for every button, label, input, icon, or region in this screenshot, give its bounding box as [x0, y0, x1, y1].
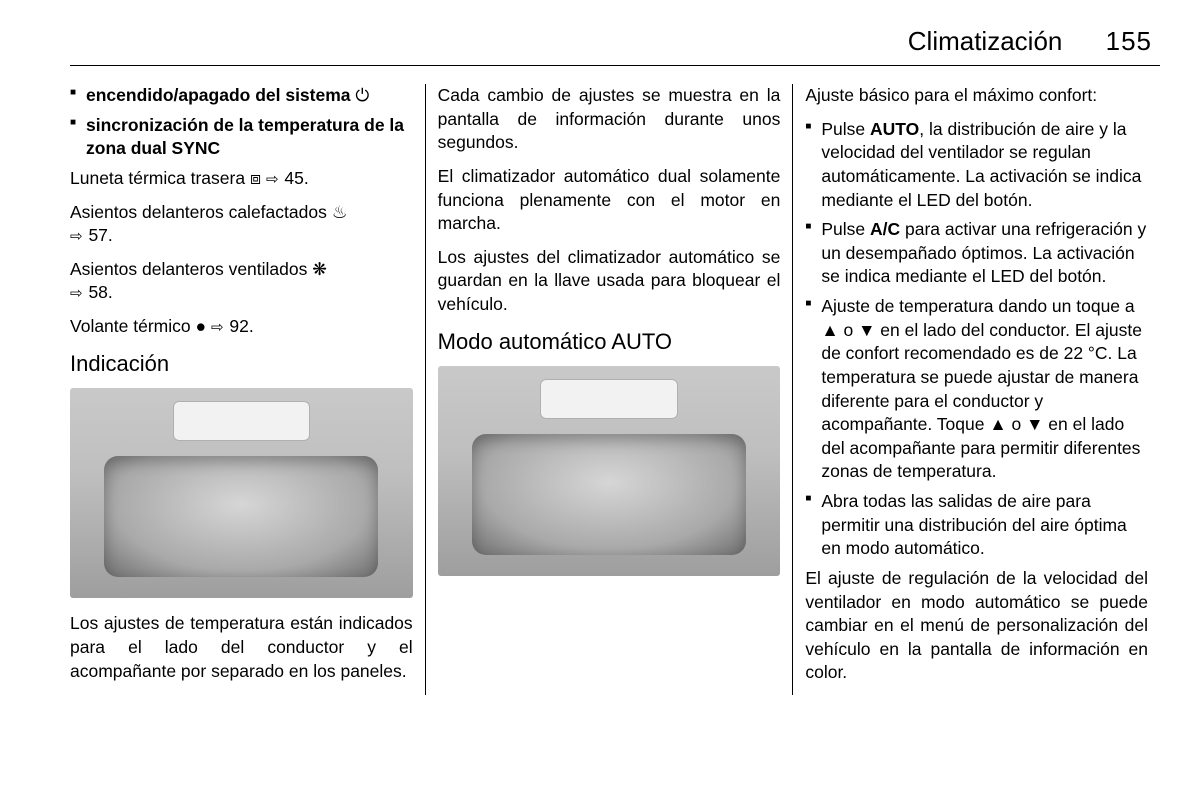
- ref-text: Volante térmico: [70, 316, 195, 336]
- arrow-icon: [266, 168, 280, 188]
- list-item: Pulse A/C para activar una refrigeración…: [805, 218, 1148, 289]
- settings-bullets: Pulse AUTO, la distribución de aire y la…: [805, 118, 1148, 561]
- panel-button-right: [265, 544, 296, 569]
- temp-down-segment: [124, 544, 146, 556]
- bullet-text: Abra todas las salidas de aire para perm…: [821, 491, 1126, 558]
- list-item: Ajuste de temperatura dando un toque a ▲…: [805, 295, 1148, 484]
- column-3: Ajuste básico para el máximo confort: Pu…: [792, 84, 1160, 695]
- section-heading-indicacion: Indicación: [70, 349, 413, 379]
- caption-text: Los ajustes de temperatura están indicad…: [70, 612, 413, 683]
- passenger-temp-rocker: [698, 492, 732, 538]
- section-heading-auto: Modo automático AUTO: [438, 327, 781, 357]
- cross-ref: Asientos delanteros ventilados ❋ 58.: [70, 258, 413, 305]
- temp-down-segment: [704, 522, 726, 534]
- page-ref: 45.: [266, 168, 309, 188]
- rear-defrost-icon: ⧈: [250, 168, 261, 188]
- panel-button-right: [633, 522, 664, 547]
- ventilated-seat-icon: ❋: [312, 259, 327, 279]
- bullet-text: Pulse AUTO, la distribución de aire y la…: [821, 119, 1141, 210]
- list-item: Pulse AUTO, la distribución de aire y la…: [805, 118, 1148, 213]
- climate-panel-figure-1: [70, 388, 413, 598]
- list-item: sincronización de la temperatura de la z…: [70, 114, 413, 161]
- list-item: Abra todas las salidas de aire para perm…: [805, 490, 1148, 561]
- body-text: Cada cambio de ajustes se muestra en la …: [438, 84, 781, 155]
- body-text: El climatizador automático dual solament…: [438, 165, 781, 236]
- climate-panel-figure-2: [438, 366, 781, 576]
- panel-button-left: [187, 544, 218, 569]
- power-icon: ⏻: [355, 85, 369, 105]
- column-1: encendido/apagado del sistema ⏻ sincroni…: [70, 84, 425, 695]
- passenger-temp-rocker: [330, 514, 364, 560]
- temp-up-segment: [337, 519, 359, 531]
- bullet-text: encendido/apagado del sistema: [86, 85, 351, 105]
- ref-page: 45.: [280, 168, 309, 188]
- temp-down-segment: [492, 522, 514, 534]
- column-2: Cada cambio de ajustes se muestra en la …: [425, 84, 793, 695]
- body-text: El ajuste de regulación de la velocidad …: [805, 567, 1148, 685]
- ref-page: 92.: [225, 316, 254, 336]
- heated-seat-icon: ♨: [332, 202, 348, 222]
- body-text: Los ajustes del climatizador automático …: [438, 246, 781, 317]
- temp-up-segment: [492, 497, 514, 509]
- body-text: Ajuste básico para el máximo confort:: [805, 84, 1148, 108]
- ref-text: Asientos delanteros calefactados: [70, 202, 332, 222]
- ref-text: Luneta térmica trasera: [70, 168, 250, 188]
- content-columns: encendido/apagado del sistema ⏻ sincroni…: [70, 84, 1160, 695]
- temp-up-segment: [704, 497, 726, 509]
- heated-wheel-icon: ●: [195, 316, 206, 336]
- temp-up-segment: [124, 519, 146, 531]
- cross-ref: Asientos delanteros calefactados ♨ 57.: [70, 201, 413, 248]
- driver-temp-rocker: [118, 514, 152, 560]
- feature-bullets: encendido/apagado del sistema ⏻ sincroni…: [70, 84, 413, 161]
- page-ref: 57.: [70, 225, 113, 245]
- ref-page: 57.: [84, 225, 113, 245]
- arrow-icon: [70, 282, 84, 302]
- arrow-icon: [70, 225, 84, 245]
- cross-ref: Luneta térmica trasera ⧈ 45.: [70, 167, 413, 191]
- panel-button-left: [554, 522, 585, 547]
- ref-text: Asientos delanteros ventilados: [70, 259, 312, 279]
- page-number: 155: [1106, 26, 1152, 56]
- ref-page: 58.: [84, 282, 113, 302]
- bullet-text: Ajuste de temperatura dando un toque a ▲…: [821, 296, 1142, 481]
- temp-down-segment: [337, 544, 359, 556]
- list-item: encendido/apagado del sistema ⏻: [70, 84, 413, 108]
- cross-ref: Volante térmico ● 92.: [70, 315, 413, 339]
- page-ref: 58.: [70, 282, 113, 302]
- arrow-icon: [211, 316, 225, 336]
- page-root: Climatización 155 encendido/apagado del …: [0, 0, 1200, 802]
- bullet-text: Pulse A/C para activar una refrigeración…: [821, 219, 1146, 286]
- page-header: Climatización 155: [70, 24, 1160, 66]
- bullet-text: sincronización de la temperatura de la z…: [86, 115, 404, 159]
- page-ref: 92.: [211, 316, 254, 336]
- chapter-title: Climatización: [908, 26, 1063, 56]
- driver-temp-rocker: [486, 492, 520, 538]
